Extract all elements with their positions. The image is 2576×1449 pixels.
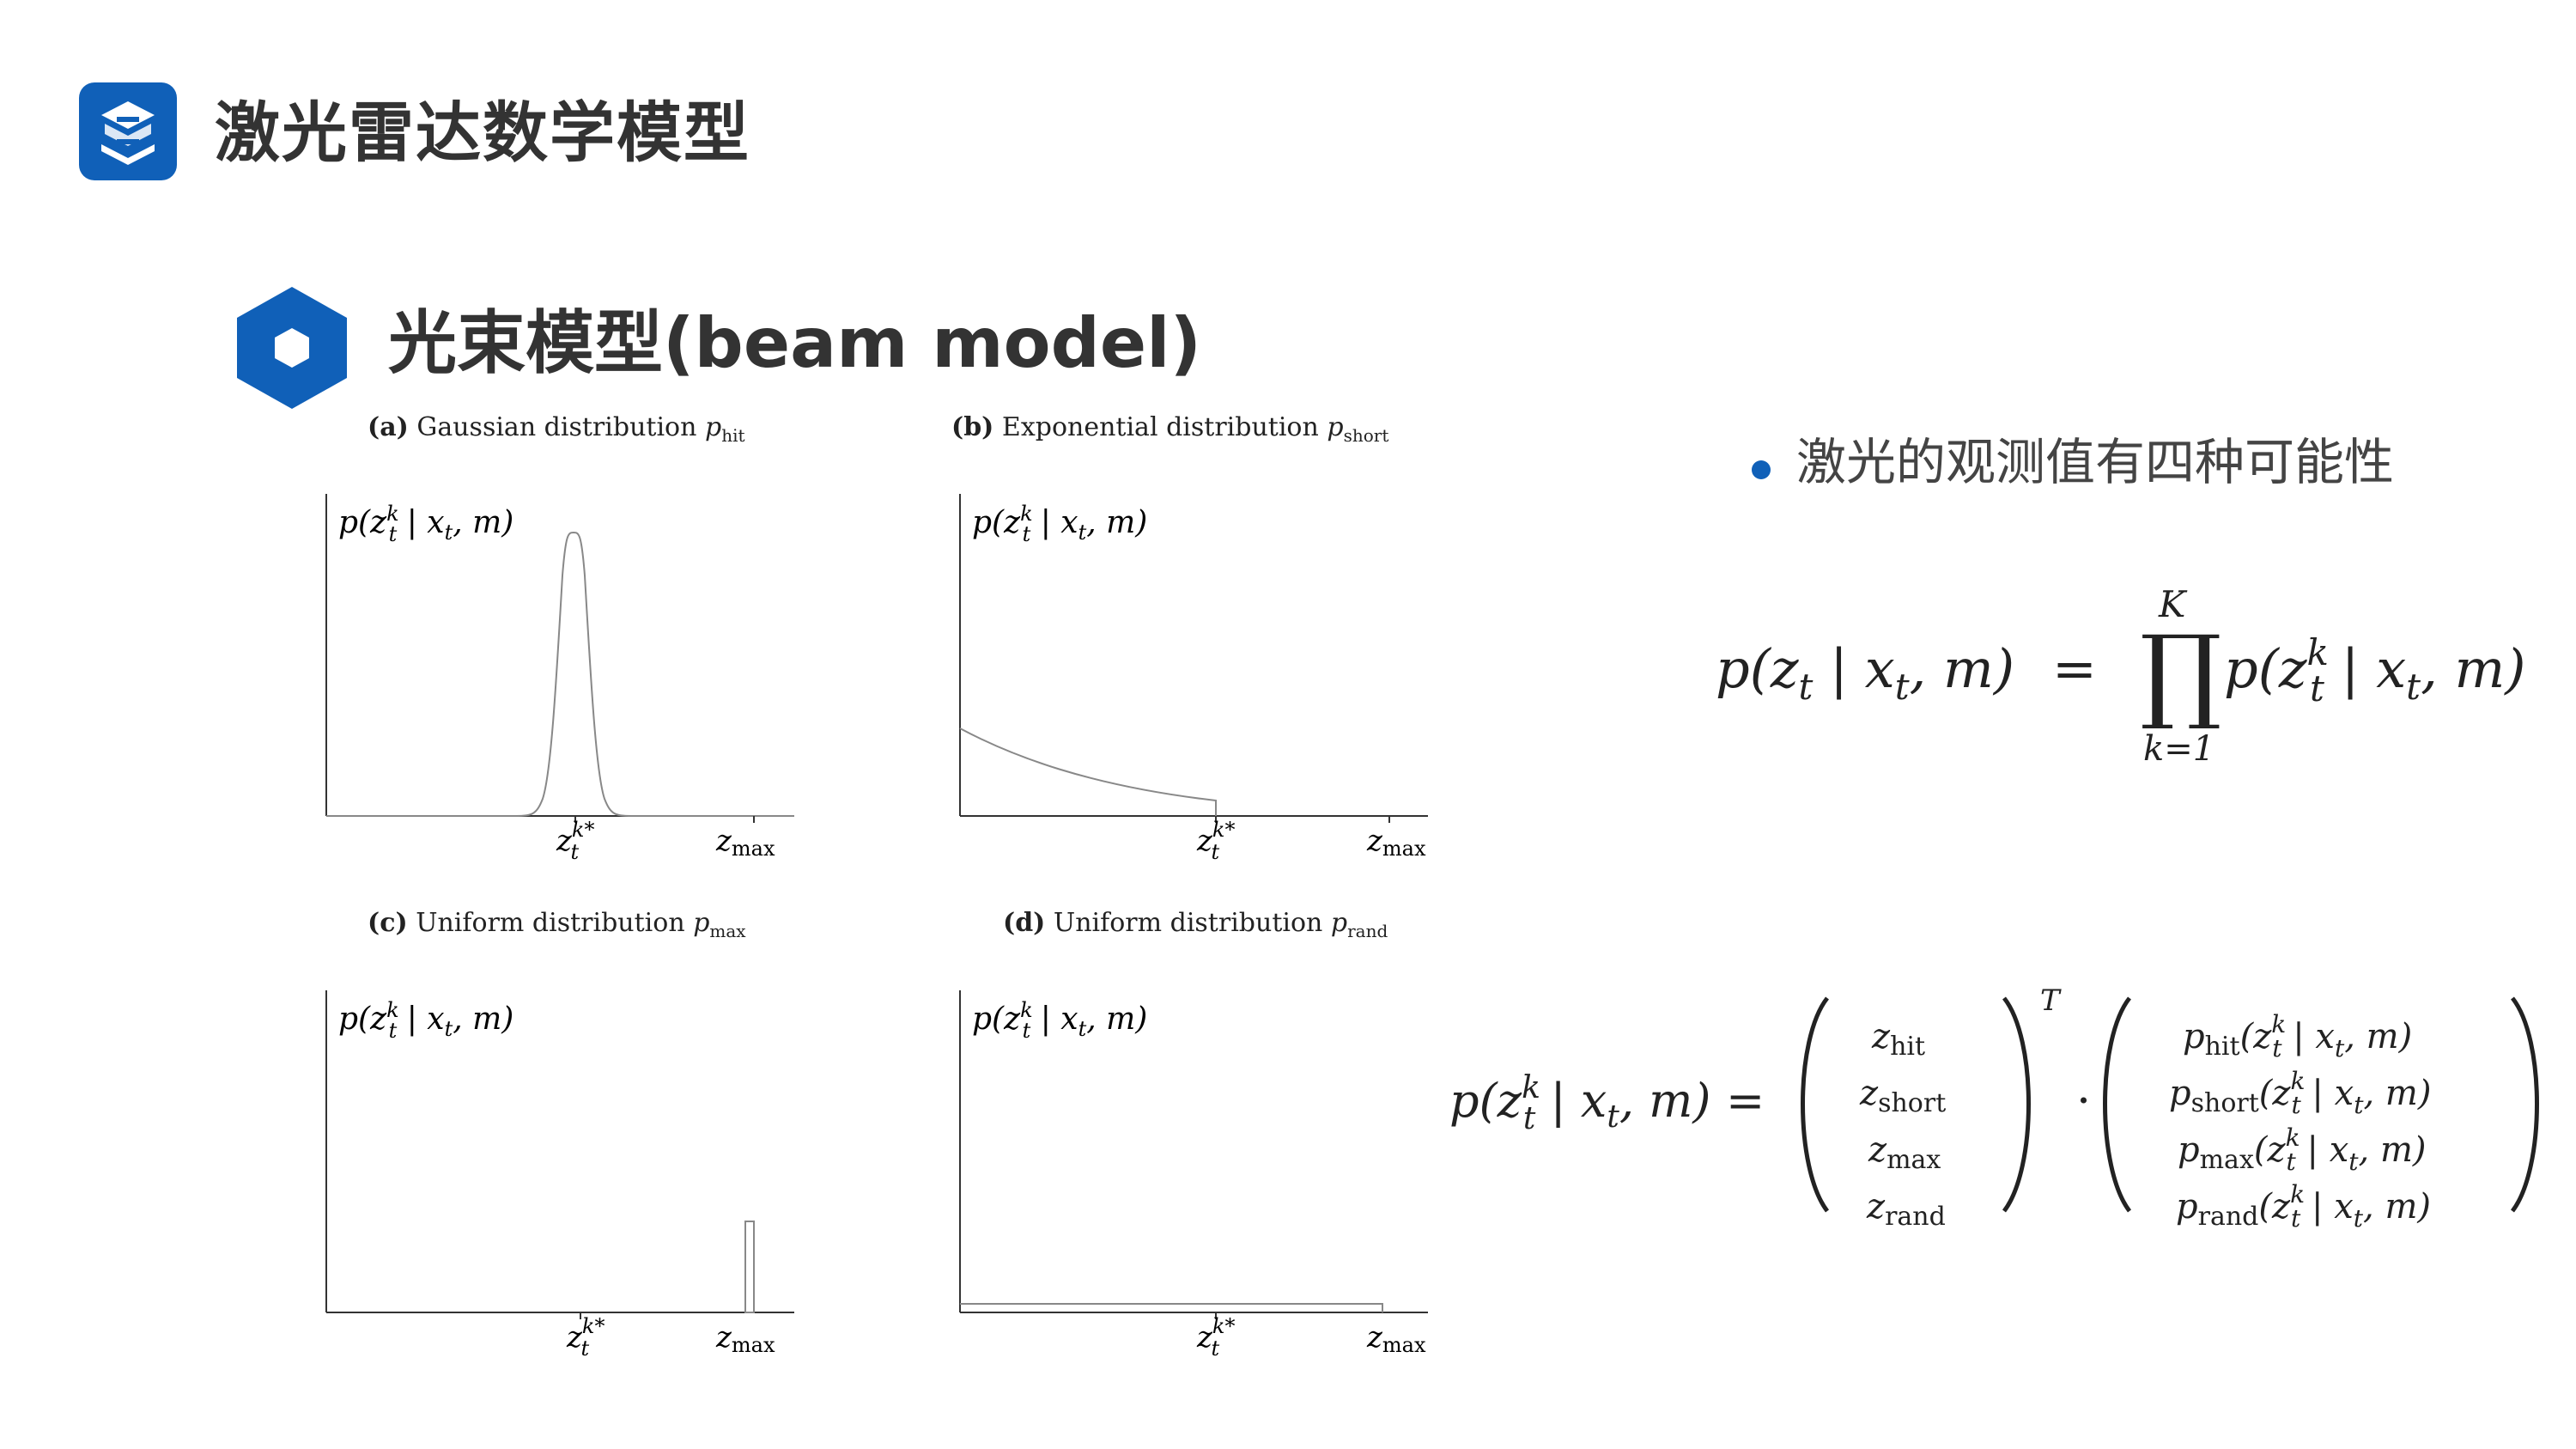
equation-mixture: p(zk t | xt, m) = T zhit zshort zmax zran… <box>1449 983 2539 1233</box>
plot-c-caption: (c) Uniform distribution pmax <box>368 908 746 941</box>
section-title: 光束模型(beam model) <box>388 303 1202 383</box>
hexagon-icon <box>234 283 350 412</box>
eq2-dot: · <box>2076 1074 2091 1128</box>
right-paren-2 <box>2511 996 2539 1213</box>
plot-b-tick-zstar: zk* t <box>1196 818 1235 864</box>
vec-p-rand: prand(zk t | xt, m) <box>2176 1180 2431 1233</box>
vec-p-hit: phit(zk t | xt, m) <box>2183 1010 2412 1062</box>
plot-b-exponential: p(zk t | xt, m) zk* t zmax <box>959 494 1428 864</box>
plot-c-tick-zstar: zk* t <box>566 1314 605 1361</box>
uniform-line <box>960 1303 1383 1312</box>
plot-c-uniform-max: p(zk t | xt, m) zk* t zmax <box>325 990 794 1361</box>
eq2-equals: = <box>1726 1074 1765 1128</box>
eq1-lhs: p(zt | xt, m) <box>1716 637 2014 708</box>
plot-b-ylabel: p(zk t | xt, m) <box>972 502 1147 546</box>
left-paren-2 <box>2103 996 2131 1213</box>
brand-s-logo-icon <box>79 82 177 180</box>
eq2-transpose: T <box>2040 983 2062 1018</box>
plot-a-gaussian: p(zk t | xt, m) zk* t zmax <box>325 494 794 864</box>
vec-z-short: zshort <box>1859 1074 1946 1118</box>
plot-a-ylabel: p(zk t | xt, m) <box>338 502 513 546</box>
bullet-text: 激光的观测值有四种可能性 <box>1796 433 2395 491</box>
plot-a-caption: (a) Gaussian distribution phit <box>368 412 745 446</box>
vec-z-max: zmax <box>1868 1130 1941 1175</box>
plot-b-caption: (b) Exponential distribution pshort <box>951 412 1389 446</box>
plot-d-ylabel: p(zk t | xt, m) <box>972 998 1147 1043</box>
plot-a-tick-zmax: zmax <box>715 824 775 861</box>
plot-d-uniform-rand: p(zk t | xt, m) zk* t zmax <box>959 990 1428 1361</box>
plot-c-ylabel: p(zk t | xt, m) <box>338 998 513 1043</box>
plot-d-caption: (d) Uniform distribution prand <box>1003 908 1388 941</box>
bullet-dot <box>1752 460 1771 479</box>
eq1-upper: K <box>2158 584 2188 625</box>
eq1-lower: k=1 <box>2143 729 2215 769</box>
eq1-rhs: p(zk t | xt, m) <box>2224 631 2524 709</box>
right-paren-1 <box>2002 996 2031 1213</box>
eq1-equals: = <box>2052 637 2097 700</box>
left-paren-1 <box>1801 996 1829 1213</box>
eq1-product: ∏ <box>2140 614 2222 734</box>
vec-p-max: pmax(zk t | xt, m) <box>2178 1123 2427 1176</box>
plot-d-tick-zstar: zk* t <box>1196 1314 1235 1361</box>
exponential-curve <box>959 728 1217 816</box>
max-spike <box>744 1221 755 1313</box>
plot-a-tick-zstar: zk* t <box>556 818 594 864</box>
equation-product: p(zt | xt, m) = K ∏ k=1 p(zk t | xt, m) <box>1716 584 2524 769</box>
page-title: 激光雷达数学模型 <box>215 94 750 171</box>
vec-z-hit: zhit <box>1871 1017 1925 1062</box>
gaussian-curve <box>326 531 794 817</box>
plot-c-tick-zmax: zmax <box>715 1320 775 1357</box>
plot-b-tick-zmax: zmax <box>1366 824 1426 861</box>
vec-p-short: pshort(zk t | xt, m) <box>2169 1067 2431 1119</box>
vec-z-rand: zrand <box>1866 1187 1946 1232</box>
eq2-lhs: p(zk t | xt, m) <box>1449 1070 1710 1136</box>
plot-d-tick-zmax: zmax <box>1366 1320 1426 1357</box>
